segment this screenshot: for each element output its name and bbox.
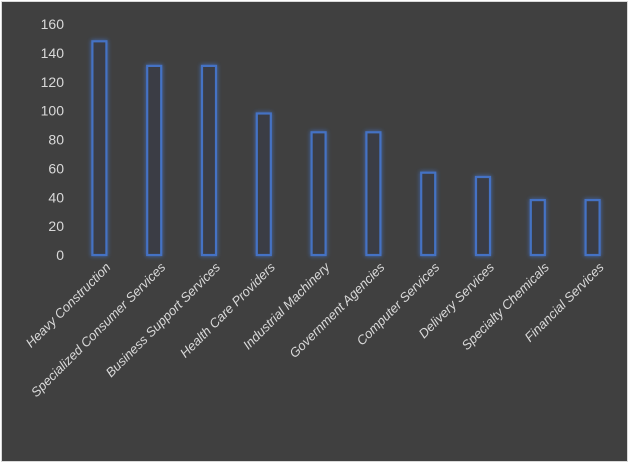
bar <box>365 131 382 257</box>
bar <box>420 171 437 257</box>
y-tick-label: 40 <box>48 189 64 205</box>
y-tick-label: 140 <box>41 45 65 61</box>
bar <box>529 199 546 257</box>
y-tick-label: 60 <box>48 160 64 176</box>
bar <box>91 40 108 257</box>
y-tick-label: 160 <box>41 16 65 32</box>
y-axis: 0 20 40 60 80 100 120 140 160 <box>41 16 65 263</box>
y-tick-label: 80 <box>48 132 64 148</box>
bar <box>146 64 163 257</box>
y-tick-label: 120 <box>41 74 65 90</box>
y-tick-label: 100 <box>41 103 65 119</box>
y-tick-label: 0 <box>56 247 64 263</box>
bar <box>310 131 327 257</box>
x-tick-label: Health Care Providers <box>177 259 278 360</box>
x-tick-label: Government Agencies <box>286 259 388 361</box>
bar-chart: 0 20 40 60 80 100 120 140 160 Heavy Construction… <box>23 16 607 400</box>
x-tick-label: Business Support Services <box>103 259 224 380</box>
bar <box>584 199 601 257</box>
bar <box>200 64 218 257</box>
bar-series <box>91 40 601 257</box>
y-tick-label: 20 <box>48 218 64 234</box>
bar <box>474 175 492 257</box>
bar <box>255 112 272 257</box>
